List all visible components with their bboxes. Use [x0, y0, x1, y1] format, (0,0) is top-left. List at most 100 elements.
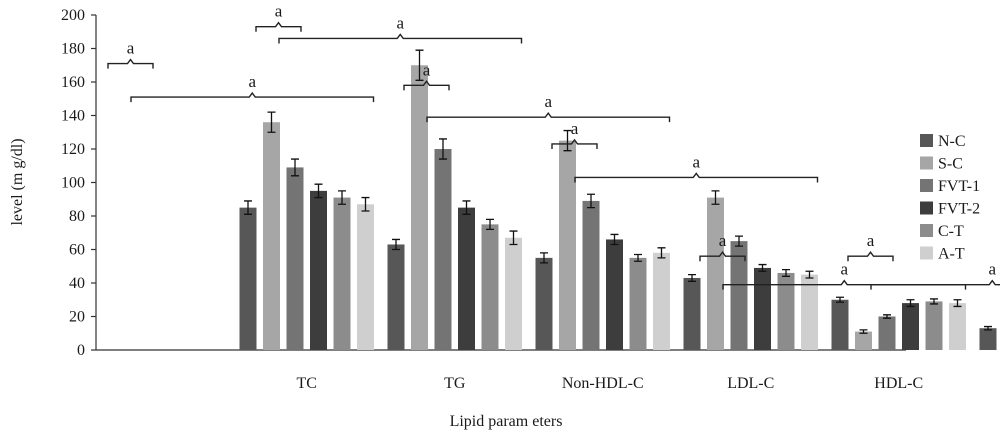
y-tick-label: 60	[69, 242, 85, 259]
bar-c-t-non-hdl-c	[629, 257, 647, 350]
error-bar-c-t-ldl-c	[782, 268, 790, 277]
bar-n-c-ldl-c	[683, 277, 701, 350]
bar-n-c-vldl-c	[979, 328, 997, 350]
significance-label: a	[988, 260, 996, 279]
error-bar-c-t-hdl-c	[930, 298, 938, 305]
legend-label-a-t: A-T	[938, 246, 965, 263]
legend-swatch-c-t	[920, 224, 933, 237]
error-bar-s-c-tg	[415, 49, 424, 81]
significance-bracket-tg-rest	[278, 33, 523, 44]
bar-n-c-tg	[387, 244, 405, 350]
significance-label: a	[423, 60, 431, 79]
error-bar-s-c-tc	[267, 111, 276, 133]
bar-a-t-ldl-c	[801, 274, 818, 350]
error-bar-fvt-1-hdl-c	[883, 314, 891, 319]
error-bar-s-c-ldl-c	[711, 190, 720, 205]
error-bar-a-t-hdl-c	[953, 299, 962, 308]
significance-bracket-non-hdl-c-rest	[426, 112, 671, 123]
legend-swatch-s-c	[920, 156, 933, 170]
legend-swatch-fvt-1	[920, 179, 933, 192]
bars-group	[239, 65, 997, 350]
legend-swatch-n-c	[920, 134, 933, 147]
category-label-ldl-c: LDL-C	[727, 375, 774, 392]
bar-fvt-2-non-hdl-c	[606, 239, 623, 350]
legend-label-fvt-2: FVT-2	[938, 201, 980, 218]
error-bar-fvt-2-tc	[314, 183, 323, 199]
significance-label: a	[840, 260, 848, 279]
legend-label-fvt-1: FVT-1	[938, 178, 980, 195]
bar-c-t-hdl-c	[925, 301, 943, 350]
error-bars-group	[244, 49, 992, 334]
significance-bracket-hdl-c-first	[699, 251, 746, 262]
legend: N-C S-C FVT-1 FVT-2 C-T A-T	[920, 133, 980, 263]
error-bar-n-c-vldl-c	[984, 325, 992, 331]
error-bar-fvt-2-tg	[462, 200, 471, 215]
legend-label-n-c: N-C	[938, 133, 966, 150]
error-bar-fvt-2-non-hdl-c	[610, 233, 619, 246]
error-bar-a-t-tg	[509, 230, 518, 246]
significance-label: a	[544, 92, 552, 111]
bar-fvt-2-tc	[310, 190, 327, 350]
bar-s-c-tg	[411, 65, 428, 350]
x-axis-title: Lipid param eters	[450, 413, 563, 430]
bar-fvt-1-tc	[286, 167, 304, 350]
significance-bracket-vldl-c-rest	[870, 279, 1000, 290]
significance-label: a	[396, 13, 404, 32]
bar-fvt-1-ldl-c	[730, 241, 748, 350]
legend-label-s-c: S-C	[938, 156, 963, 173]
y-tick-label: 200	[61, 7, 85, 24]
bar-a-t-tg	[505, 237, 522, 350]
error-bar-n-c-ldl-c	[688, 273, 696, 282]
y-axis: 0 20 40 60 80 100 120 140 160 180 200	[61, 7, 97, 359]
bar-c-t-tc	[333, 197, 351, 350]
error-bar-fvt-2-ldl-c	[758, 263, 767, 272]
significance-label: a	[867, 231, 875, 250]
y-tick-label: 100	[61, 175, 85, 192]
legend-swatch-fvt-2	[920, 201, 933, 215]
bar-a-t-non-hdl-c	[653, 252, 670, 350]
error-bar-fvt-1-tg	[439, 138, 447, 160]
significance-label: a	[275, 2, 283, 21]
bar-c-t-tg	[481, 224, 499, 350]
error-bar-n-c-hdl-c	[836, 296, 844, 303]
y-tick-label: 160	[61, 74, 85, 91]
bar-s-c-tc	[263, 122, 280, 350]
legend-label-c-t: C-T	[938, 223, 964, 240]
significance-bracket-tc-rest	[130, 91, 375, 103]
significance-bracket-tc-first	[107, 58, 154, 69]
y-tick-label: 180	[61, 41, 85, 58]
error-bar-c-t-tg	[486, 218, 494, 231]
error-bar-a-t-non-hdl-c	[657, 247, 666, 259]
error-bar-s-c-hdl-c	[859, 329, 868, 334]
significance-bracket-tg-first	[255, 21, 302, 32]
significance-label: a	[127, 39, 135, 58]
bar-fvt-2-tg	[458, 207, 475, 350]
significance-label: a	[571, 119, 579, 138]
y-axis-title: level (m g/dl)	[9, 138, 26, 225]
error-bar-fvt-1-non-hdl-c	[587, 193, 595, 209]
y-tick-label: 80	[69, 208, 85, 225]
legend-swatch-a-t	[920, 246, 933, 260]
error-bar-c-t-non-hdl-c	[634, 253, 642, 262]
y-tick-label: 0	[77, 342, 85, 359]
category-label-tc: TC	[297, 375, 317, 392]
bar-n-c-hdl-c	[831, 299, 849, 350]
category-label-tg: TG	[444, 375, 466, 392]
error-bar-s-c-non-hdl-c	[563, 129, 572, 152]
error-bar-n-c-non-hdl-c	[540, 252, 548, 264]
bar-n-c-tc	[239, 207, 257, 350]
y-tick-label: 40	[69, 275, 85, 292]
bar-fvt-2-hdl-c	[902, 303, 919, 350]
significance-label: a	[692, 152, 700, 171]
bar-s-c-non-hdl-c	[559, 140, 576, 350]
error-bar-c-t-tc	[338, 190, 346, 205]
bar-a-t-hdl-c	[949, 303, 966, 350]
category-label-non-hdl-c: Non-HDL-C	[562, 375, 644, 392]
error-bar-a-t-tc	[361, 196, 370, 212]
bar-fvt-1-hdl-c	[878, 316, 896, 350]
error-bar-fvt-1-ldl-c	[735, 235, 743, 247]
bar-s-c-hdl-c	[855, 331, 872, 350]
